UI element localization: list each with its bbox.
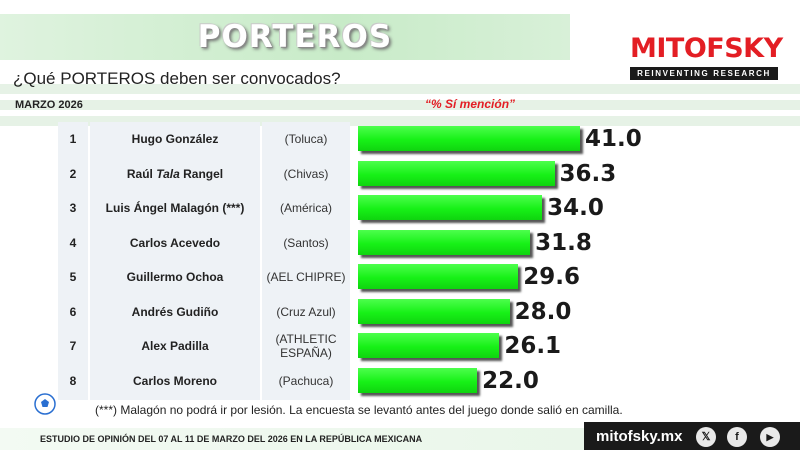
- background-stripe: [0, 100, 800, 110]
- chart-row: 5 Guillermo Ochoa (AEL CHIPRE) 29.6: [0, 260, 800, 294]
- data-label: 26.1: [504, 333, 562, 359]
- page-title: PORTEROS: [197, 19, 393, 55]
- chart-row: 2 Raúl Tala Rangel (Chivas) 36.3: [0, 157, 800, 191]
- measure-label: “% Sí mención”: [425, 97, 516, 111]
- soccer-ball-icon: [34, 393, 56, 415]
- footnote: (***) Malagón no podrá ir por lesión. La…: [95, 403, 623, 417]
- rank-label: 3: [69, 201, 77, 215]
- club-label: (Santos): [283, 235, 329, 250]
- bar: [358, 195, 543, 220]
- bar: [358, 298, 510, 324]
- chart-row: 4 Carlos Acevedo (Santos) 31.8: [0, 226, 800, 260]
- player-name: Alex Padilla: [141, 339, 209, 353]
- player-name: Hugo González: [131, 132, 219, 146]
- chart-row: 6 Andrés Gudiño (Cruz Azul) 28.0: [0, 295, 800, 329]
- data-label: 34.0: [547, 195, 604, 221]
- logo-name: MITOFSKY: [630, 33, 783, 64]
- data-label: 29.6: [523, 264, 581, 290]
- chart-row: 1 Hugo González (Toluca) 41.0: [0, 122, 800, 156]
- facebook-icon[interactable]: f: [727, 427, 747, 447]
- rank-column-bg: [58, 122, 88, 400]
- bar: [358, 229, 531, 255]
- background-stripe: [0, 116, 800, 126]
- rank-label: 6: [69, 304, 77, 319]
- website-link[interactable]: mitofsky.mx: [596, 428, 683, 445]
- title-banner: PORTEROS: [0, 14, 570, 60]
- rank-label: 8: [69, 373, 77, 388]
- bar: [358, 333, 500, 358]
- data-label: 28.0: [514, 298, 572, 325]
- club-label: (América): [279, 201, 332, 215]
- club-label: (Chivas): [283, 166, 329, 181]
- player-name: Carlos Moreno: [132, 373, 217, 388]
- player-name: Carlos Acevedo: [129, 235, 221, 250]
- logo-tagline: REINVENTING RESEARCH: [630, 67, 778, 80]
- youtube-icon[interactable]: ▶: [760, 427, 780, 447]
- data-label: 22.0: [482, 367, 539, 394]
- name-column-bg: [90, 122, 260, 400]
- rank-label: 5: [69, 270, 77, 284]
- rank-label: 4: [69, 235, 77, 250]
- x-icon[interactable]: 𝕏: [696, 427, 716, 447]
- data-label: 41.0: [585, 126, 642, 152]
- bar: [358, 160, 555, 186]
- chart-row: 8 Carlos Moreno (Pachuca) 22.0: [0, 364, 800, 398]
- study-info: ESTUDIO DE OPINIÓN DEL 07 AL 11 DE MARZO…: [40, 434, 423, 444]
- club-label: (Pachuca): [278, 373, 334, 388]
- survey-date: MARZO 2026: [15, 99, 83, 111]
- player-name: Raúl Tala Rangel: [126, 166, 224, 181]
- club-column-bg: [262, 122, 350, 400]
- bar: [358, 126, 580, 151]
- chart-row: 3 Luis Ángel Malagón (***) (América) 34.0: [0, 191, 800, 225]
- rank-label: 2: [69, 166, 77, 181]
- bar: [358, 264, 519, 289]
- player-name: Guillermo Ochoa: [126, 270, 224, 284]
- club-label: (ATHLETIC ESPAÑA): [275, 332, 337, 360]
- player-name: Andrés Gudiño: [131, 304, 219, 319]
- chart-row: 7 Alex Padilla (ATHLETIC ESPAÑA) 26.1: [0, 329, 800, 363]
- survey-question: ¿Qué PORTEROS deben ser convocados?: [13, 69, 341, 88]
- club-label: (AEL CHIPRE): [266, 270, 346, 284]
- rank-label: 7: [69, 339, 77, 353]
- bar: [358, 367, 478, 393]
- club-label: (Toluca): [284, 132, 328, 146]
- rank-label: 1: [69, 132, 77, 146]
- data-label: 36.3: [559, 160, 617, 187]
- player-name: Luis Ángel Malagón (***): [105, 201, 245, 215]
- background-stripe: [0, 84, 800, 94]
- club-label: (Cruz Azul): [276, 304, 336, 319]
- mitofsky-logo: MITOFSKY REINVENTING RESEARCH: [630, 33, 783, 80]
- data-label: 31.8: [535, 229, 592, 256]
